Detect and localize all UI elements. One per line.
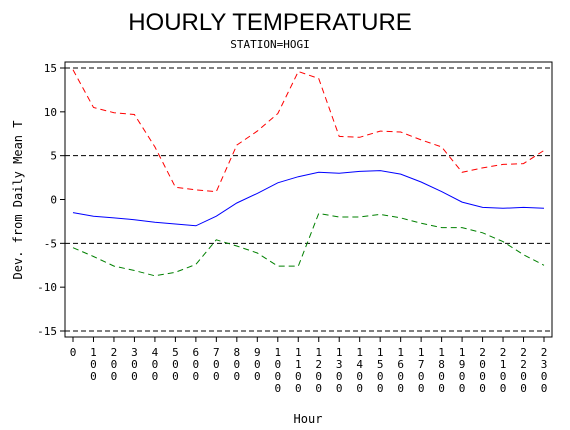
y-tick-label: -15: [37, 325, 57, 338]
reference-lines: [65, 67, 552, 332]
y-tick-label: 10: [44, 106, 57, 119]
x-axis: 0 1 0 0 2 0 0 3 0 0 4 0 0 5 0 0 6 0 0 7 0 0 8 0 0 9 0 0 1 0 0 0 1 1 0 0 1 2 0 0…: [70, 337, 548, 395]
series-line-2: [72, 170, 545, 227]
x-tick-label: 0: [70, 346, 77, 359]
y-tick-label: 15: [44, 62, 57, 75]
series-line-3: [72, 212, 545, 277]
series-layer: [72, 69, 545, 277]
y-tick-label: 5: [50, 150, 57, 163]
y-tick-label: -5: [44, 237, 57, 250]
y-axis: -15 -10 -5 0 5 10 15: [37, 62, 65, 338]
chart-subtitle: STATION=HOGI: [230, 38, 309, 51]
series-line-1: [72, 69, 545, 193]
chart-title: HOURLY TEMPERATURE: [128, 9, 412, 36]
plot-frame: [64, 61, 553, 338]
y-tick-label: 0: [50, 194, 57, 207]
y-tick-label: -10: [37, 281, 57, 294]
x-axis-label: Hour: [294, 412, 323, 426]
y-axis-label: Dev. from Daily Mean T: [11, 121, 25, 280]
